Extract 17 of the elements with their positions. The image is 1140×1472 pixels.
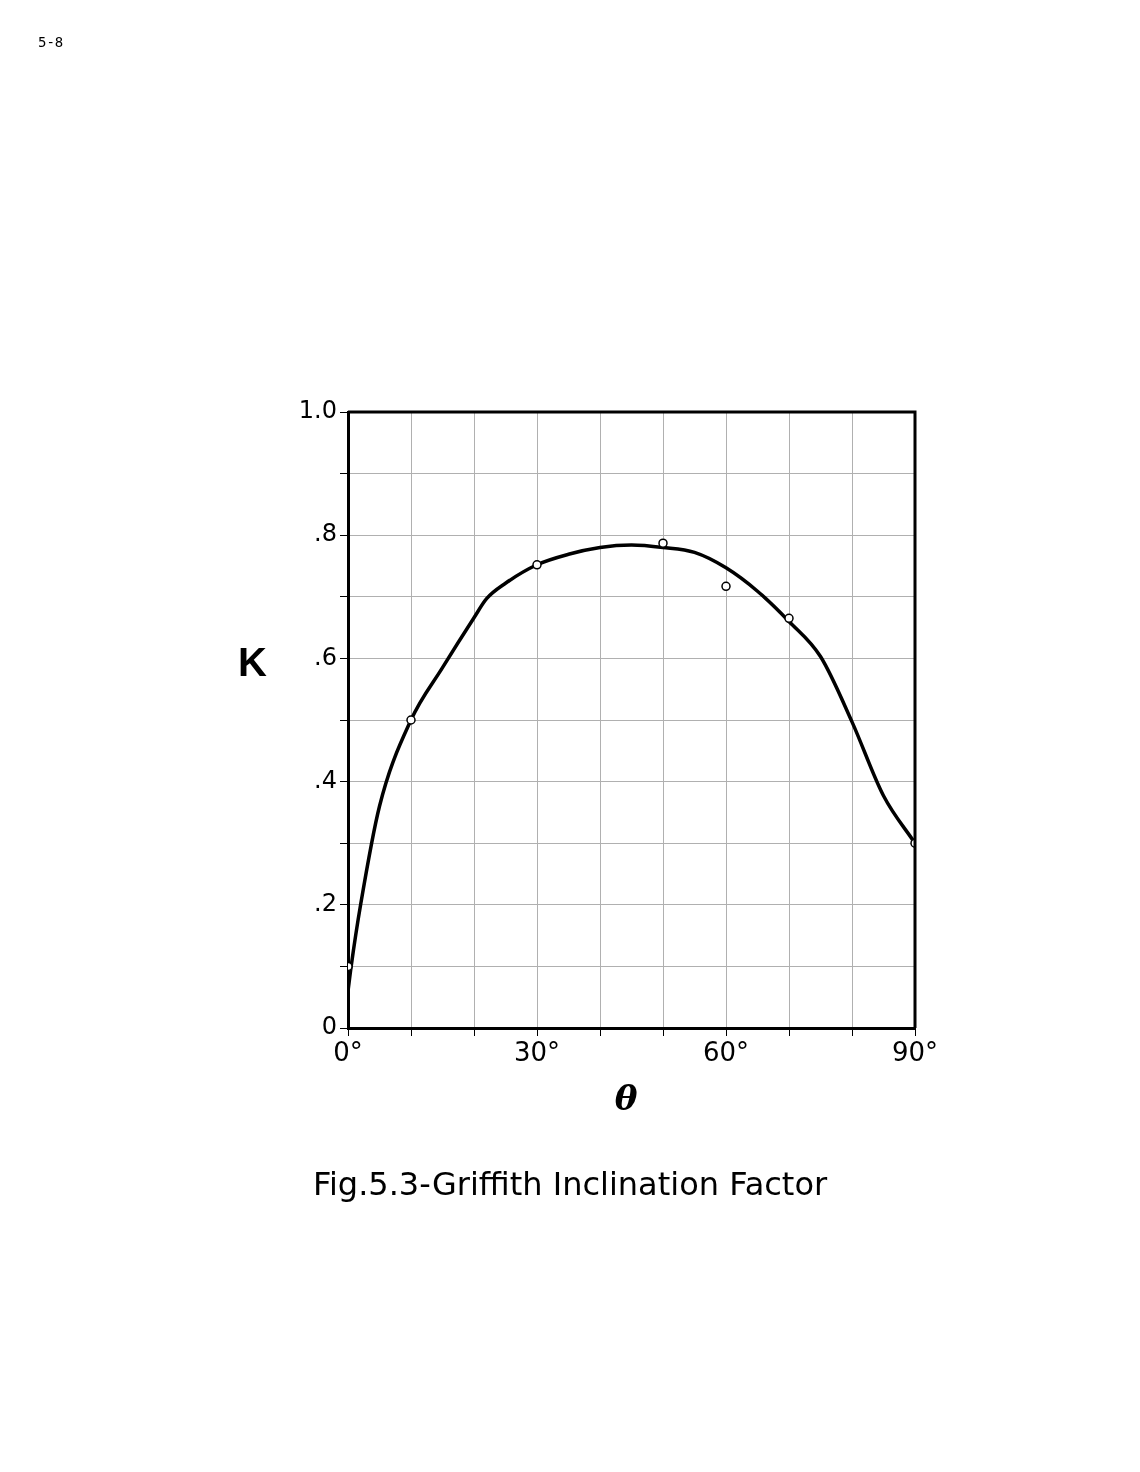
y-tick-label: 1.0 — [298, 396, 337, 425]
point — [406, 715, 416, 725]
y-tick-label: .4 — [314, 765, 337, 794]
y-tick-label: .8 — [314, 519, 337, 548]
x-tick-label: 30° — [513, 1037, 561, 1068]
point — [658, 538, 668, 548]
x-tick-label: 90° — [891, 1037, 939, 1068]
x-axis-title: θ — [613, 1078, 639, 1118]
text: 5-8 — [38, 34, 64, 50]
point — [721, 581, 731, 592]
text: Fig.5.3-Griffith Inclination Factor — [311, 1165, 829, 1203]
y-tick-label: .2 — [314, 889, 337, 918]
point — [532, 560, 542, 570]
y-tick-label: .6 — [314, 642, 337, 671]
y-axis-title: K — [238, 640, 267, 685]
point — [784, 613, 794, 624]
x-tick-label: 60° — [702, 1037, 750, 1068]
